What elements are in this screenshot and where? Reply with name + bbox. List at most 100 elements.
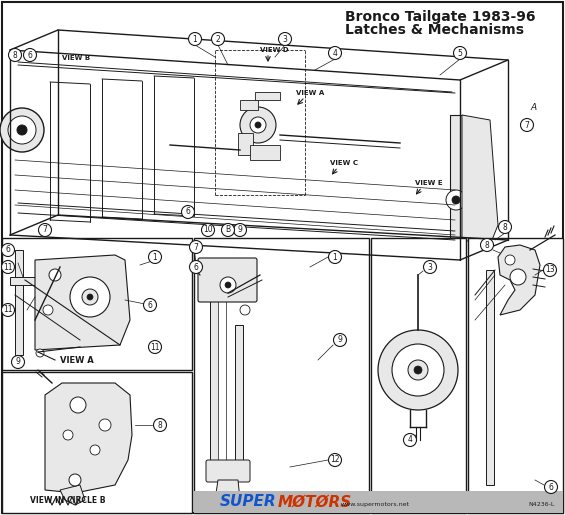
- Text: 6: 6: [549, 483, 554, 491]
- Text: Bronco Tailgate 1983-96: Bronco Tailgate 1983-96: [345, 10, 536, 24]
- Circle shape: [424, 261, 437, 273]
- Circle shape: [154, 419, 167, 432]
- Circle shape: [279, 32, 292, 45]
- Circle shape: [505, 255, 515, 265]
- Text: 3: 3: [428, 263, 432, 271]
- Bar: [15, 250, 23, 355]
- Text: 13: 13: [545, 266, 555, 274]
- Circle shape: [250, 117, 266, 133]
- Circle shape: [452, 196, 460, 204]
- Circle shape: [498, 220, 511, 233]
- Circle shape: [87, 294, 93, 300]
- Circle shape: [454, 46, 467, 60]
- Circle shape: [392, 344, 444, 396]
- Circle shape: [82, 289, 98, 305]
- Text: 7: 7: [524, 121, 529, 129]
- Circle shape: [36, 349, 44, 357]
- Bar: [468, 238, 563, 513]
- Text: 9: 9: [16, 357, 20, 367]
- Text: 8: 8: [485, 241, 489, 249]
- Circle shape: [181, 205, 194, 218]
- Bar: [371, 238, 466, 513]
- Text: 6: 6: [185, 208, 190, 216]
- Text: SUPER: SUPER: [220, 494, 277, 509]
- Bar: [450, 115, 462, 245]
- Circle shape: [2, 244, 15, 256]
- Circle shape: [220, 277, 236, 293]
- Text: VIEW C: VIEW C: [220, 496, 253, 505]
- Text: 4: 4: [407, 436, 412, 444]
- Circle shape: [8, 48, 21, 61]
- Bar: [250, 145, 280, 160]
- Text: VIEW E: VIEW E: [482, 496, 512, 505]
- Text: 7: 7: [42, 226, 47, 234]
- Bar: [218, 280, 226, 460]
- Circle shape: [43, 305, 53, 315]
- Bar: [486, 270, 494, 485]
- Bar: [240, 100, 258, 110]
- Circle shape: [202, 224, 215, 236]
- FancyBboxPatch shape: [198, 258, 257, 302]
- Circle shape: [211, 32, 224, 45]
- Text: www.supermotors.net: www.supermotors.net: [341, 502, 410, 507]
- FancyBboxPatch shape: [206, 460, 250, 482]
- Bar: [2, 238, 192, 370]
- Circle shape: [99, 419, 111, 431]
- Text: 2: 2: [216, 35, 220, 43]
- Text: 9: 9: [237, 226, 242, 234]
- Polygon shape: [462, 115, 498, 245]
- Bar: [255, 92, 280, 100]
- Circle shape: [144, 299, 157, 312]
- Text: 11: 11: [3, 305, 13, 315]
- Text: 5: 5: [458, 48, 462, 58]
- Text: 8: 8: [12, 50, 18, 60]
- Text: 1: 1: [153, 252, 158, 262]
- Circle shape: [328, 250, 341, 264]
- Text: 6: 6: [147, 300, 153, 310]
- Text: 9: 9: [337, 335, 342, 345]
- Circle shape: [38, 224, 51, 236]
- Text: 1: 1: [333, 252, 337, 262]
- Circle shape: [414, 366, 422, 374]
- Text: 11: 11: [3, 263, 13, 271]
- Text: Latches & Mechanisms: Latches & Mechanisms: [345, 23, 524, 37]
- Text: B: B: [225, 226, 231, 234]
- Text: 4: 4: [333, 48, 337, 58]
- Circle shape: [17, 125, 27, 135]
- Text: A: A: [530, 103, 536, 112]
- Text: 11: 11: [150, 342, 160, 352]
- Circle shape: [70, 277, 110, 317]
- Circle shape: [11, 355, 24, 369]
- Circle shape: [70, 397, 86, 413]
- Polygon shape: [215, 480, 240, 505]
- Circle shape: [328, 454, 341, 467]
- Circle shape: [189, 241, 202, 253]
- Circle shape: [240, 305, 250, 315]
- Circle shape: [69, 474, 81, 486]
- Bar: [10, 277, 60, 285]
- Bar: [194, 238, 369, 513]
- Bar: [210, 275, 220, 465]
- Text: 6: 6: [194, 263, 198, 271]
- Text: 6: 6: [6, 246, 10, 254]
- Text: VIEW E: VIEW E: [415, 180, 442, 186]
- Bar: [238, 133, 253, 155]
- Text: 7: 7: [194, 243, 198, 251]
- Circle shape: [255, 122, 261, 128]
- Text: N4236-L: N4236-L: [529, 502, 555, 507]
- Circle shape: [408, 360, 428, 380]
- Circle shape: [545, 480, 558, 493]
- Circle shape: [189, 32, 202, 45]
- Circle shape: [8, 116, 36, 144]
- Bar: [194, 491, 563, 513]
- Circle shape: [378, 330, 458, 410]
- Circle shape: [2, 261, 15, 273]
- Text: 12: 12: [331, 455, 340, 465]
- Circle shape: [240, 107, 276, 143]
- Text: VIEW B: VIEW B: [62, 55, 90, 61]
- Circle shape: [225, 282, 231, 288]
- Polygon shape: [35, 255, 130, 350]
- Circle shape: [480, 238, 493, 251]
- Text: 1: 1: [193, 35, 197, 43]
- Circle shape: [63, 430, 73, 440]
